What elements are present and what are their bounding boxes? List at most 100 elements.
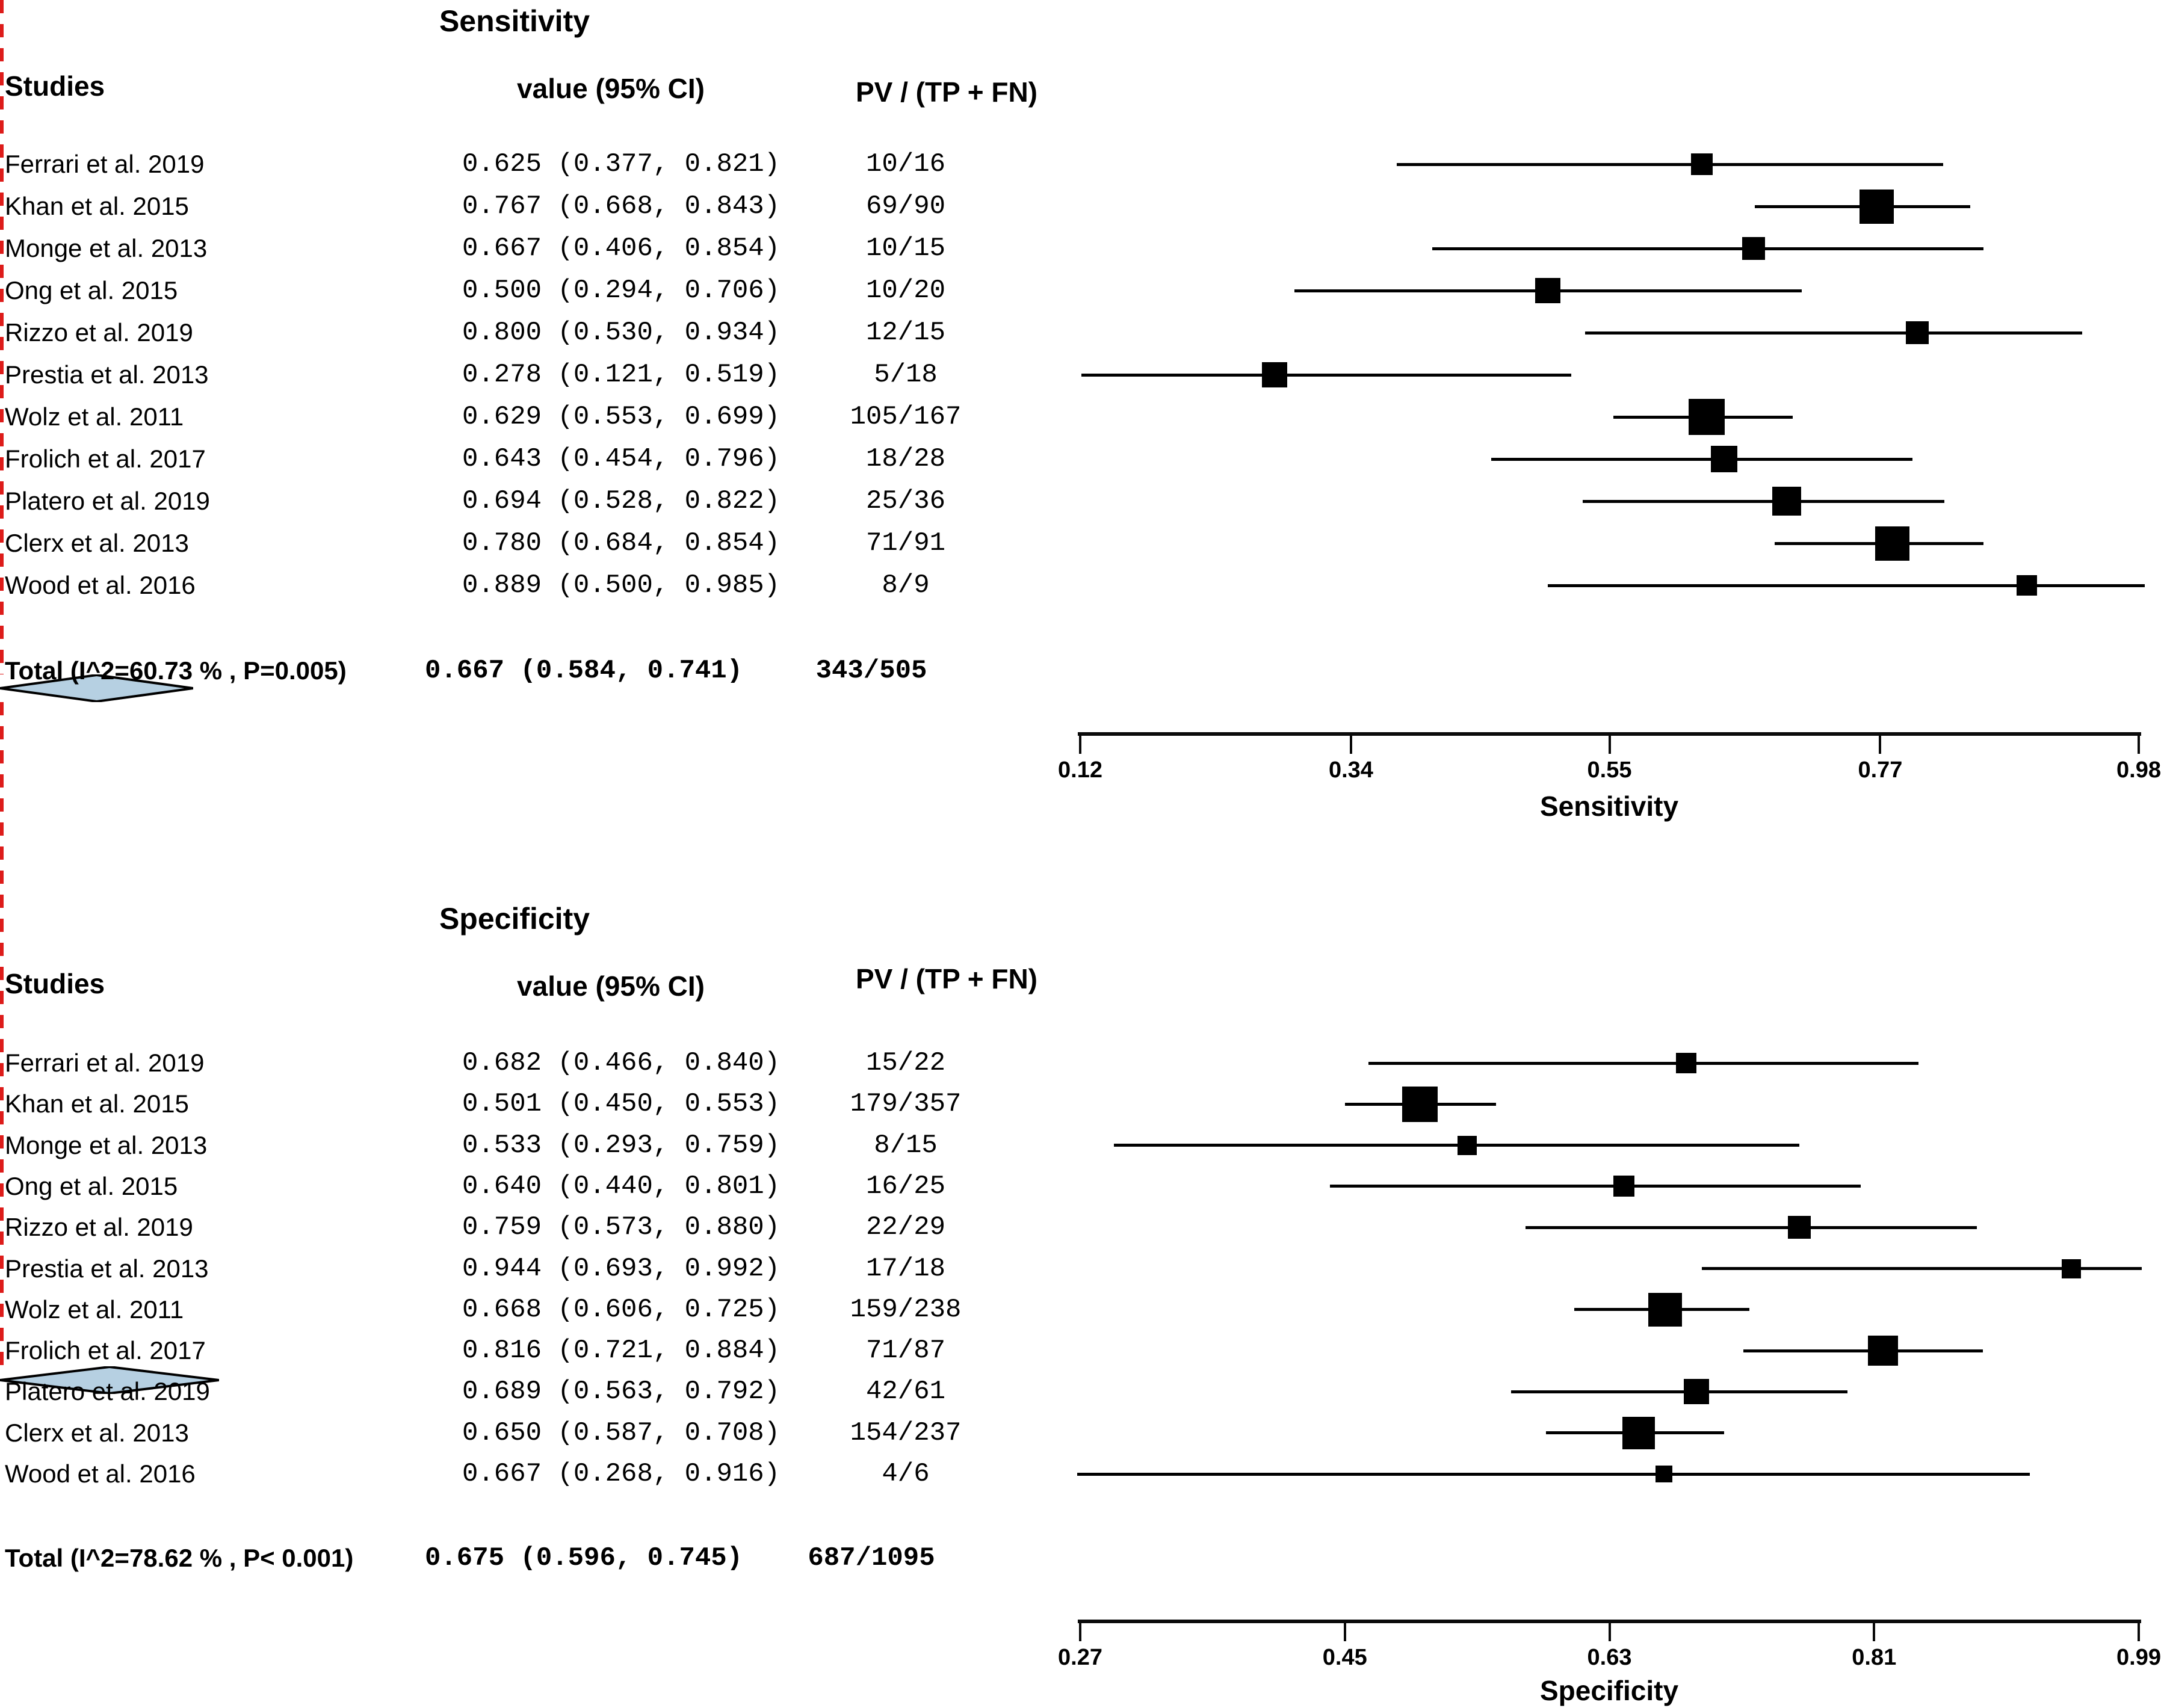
- ci-line: [1432, 247, 1984, 250]
- study-name: Rizzo et al. 2019: [5, 1213, 193, 1242]
- study-value-ci: 0.667 (0.268, 0.916): [462, 1459, 781, 1489]
- study-name: Frolich et al. 2017: [5, 445, 206, 473]
- point-estimate-box: [1262, 362, 1288, 387]
- point-estimate-box: [1867, 1336, 1898, 1366]
- point-estimate-box: [1710, 446, 1737, 472]
- column-header-studies: Studies: [5, 968, 105, 999]
- summary-diamond: [0, 1366, 219, 1394]
- x-tick: [1079, 736, 1081, 754]
- study-fraction: 179/357: [850, 1089, 962, 1120]
- column-header-value: value (95% CI): [517, 73, 705, 104]
- point-estimate-box: [1683, 1379, 1709, 1405]
- x-tick: [1608, 1623, 1611, 1641]
- x-tick-label: 0.77: [1858, 757, 1903, 783]
- study-fraction: 22/29: [865, 1212, 946, 1243]
- point-estimate-box: [1402, 1086, 1438, 1122]
- point-estimate-box: [1457, 1135, 1477, 1155]
- study-value-ci: 0.944 (0.693, 0.992): [462, 1253, 781, 1284]
- study-name: Ferrari et al. 2019: [5, 150, 205, 178]
- study-value-ci: 0.501 (0.450, 0.553): [462, 1089, 781, 1120]
- point-estimate-box: [1787, 1216, 1811, 1239]
- study-value-ci: 0.889 (0.500, 0.985): [462, 570, 781, 600]
- column-header-fraction: PV / (TP + FN): [855, 76, 1038, 108]
- study-fraction: 71/87: [865, 1336, 946, 1366]
- study-name: Prestia et al. 2013: [5, 1254, 209, 1283]
- x-tick-label: 0.34: [1328, 757, 1373, 783]
- point-estimate-box: [1675, 1053, 1696, 1073]
- point-estimate-box: [1690, 153, 1713, 175]
- ci-line: [1396, 162, 1943, 166]
- ci-line: [1584, 331, 2082, 335]
- ci-line: [1491, 457, 1912, 461]
- ci-line: [1582, 499, 1944, 503]
- point-estimate-box: [1613, 1176, 1635, 1197]
- study-value-ci: 0.689 (0.563, 0.792): [462, 1377, 781, 1407]
- study-fraction: 18/28: [865, 444, 946, 474]
- study-value-ci: 0.759 (0.573, 0.880): [462, 1212, 781, 1243]
- study-value-ci: 0.643 (0.454, 0.796): [462, 444, 781, 474]
- study-value-ci: 0.694 (0.528, 0.822): [462, 486, 781, 516]
- point-estimate-box: [1655, 1466, 1672, 1482]
- study-name: Rizzo et al. 2019: [5, 318, 193, 347]
- study-fraction: 159/238: [850, 1294, 962, 1325]
- study-fraction: 25/36: [865, 486, 946, 516]
- study-fraction: 10/15: [865, 233, 946, 264]
- point-estimate-box: [2016, 575, 2037, 596]
- point-estimate-box: [1742, 237, 1765, 260]
- study-name: Ong et al. 2015: [5, 276, 178, 304]
- ci-line: [1368, 1061, 1918, 1065]
- x-tick-label: 0.99: [2116, 1645, 2161, 1670]
- x-tick: [1873, 1623, 1876, 1641]
- study-value-ci: 0.816 (0.721, 0.884): [462, 1336, 781, 1366]
- study-fraction: 16/25: [865, 1171, 946, 1201]
- study-name: Wood et al. 2016: [5, 571, 196, 599]
- ci-line: [1330, 1185, 1861, 1188]
- summary-diamond: [0, 674, 194, 702]
- ci-line: [1702, 1267, 2142, 1270]
- study-name: Khan et al. 2015: [5, 1090, 189, 1118]
- study-name: Clerx et al. 2013: [5, 1418, 189, 1447]
- study-name: Clerx et al. 2013: [5, 529, 189, 557]
- total-value-ci: 0.667 (0.584, 0.741): [425, 656, 743, 686]
- study-name: Frolich et al. 2017: [5, 1336, 206, 1365]
- x-tick: [2138, 1623, 2140, 1641]
- study-name: Wood et al. 2016: [5, 1460, 196, 1488]
- total-value-ci: 0.675 (0.596, 0.745): [425, 1543, 743, 1573]
- point-estimate-box: [1859, 189, 1894, 224]
- x-tick: [1608, 736, 1611, 754]
- study-value-ci: 0.625 (0.377, 0.821): [462, 149, 781, 179]
- ci-line: [1510, 1390, 1848, 1393]
- panel-title: Sensitivity: [439, 4, 590, 38]
- point-estimate-box: [2061, 1259, 2081, 1278]
- study-name: Prestia et al. 2013: [5, 360, 209, 389]
- study-fraction: 10/20: [865, 276, 946, 306]
- study-value-ci: 0.780 (0.684, 0.854): [462, 528, 781, 558]
- study-fraction: 69/90: [865, 191, 946, 221]
- x-tick: [1349, 736, 1352, 754]
- ci-line: [1743, 1349, 1983, 1352]
- x-tick: [1079, 1623, 1081, 1641]
- x-tick-label: 0.63: [1587, 1645, 1632, 1670]
- ci-line: [1114, 1144, 1799, 1147]
- study-name: Monge et al. 2013: [5, 234, 208, 262]
- point-estimate-box: [1622, 1416, 1656, 1449]
- study-fraction: 4/6: [882, 1459, 930, 1489]
- study-value-ci: 0.800 (0.530, 0.934): [462, 318, 781, 348]
- study-fraction: 12/15: [865, 318, 946, 348]
- study-value-ci: 0.682 (0.466, 0.840): [462, 1048, 781, 1078]
- total-fraction: 343/505: [815, 656, 927, 686]
- study-name: Wolz et al. 2011: [5, 1295, 184, 1324]
- point-estimate-box: [1772, 487, 1802, 516]
- point-estimate-box: [1689, 399, 1725, 435]
- x-tick: [1879, 736, 1882, 754]
- point-estimate-box: [1875, 526, 1910, 561]
- study-fraction: 71/91: [865, 528, 946, 558]
- study-fraction: 15/22: [865, 1048, 946, 1078]
- column-header-fraction: PV / (TP + FN): [855, 963, 1038, 994]
- study-value-ci: 0.278 (0.121, 0.519): [462, 360, 781, 390]
- study-value-ci: 0.533 (0.293, 0.759): [462, 1130, 781, 1161]
- ci-line: [1077, 1472, 2030, 1476]
- total-label: Total (I^2=60.73 % , P=0.005): [5, 656, 347, 685]
- x-axis-title: Specificity: [1539, 1675, 1679, 1706]
